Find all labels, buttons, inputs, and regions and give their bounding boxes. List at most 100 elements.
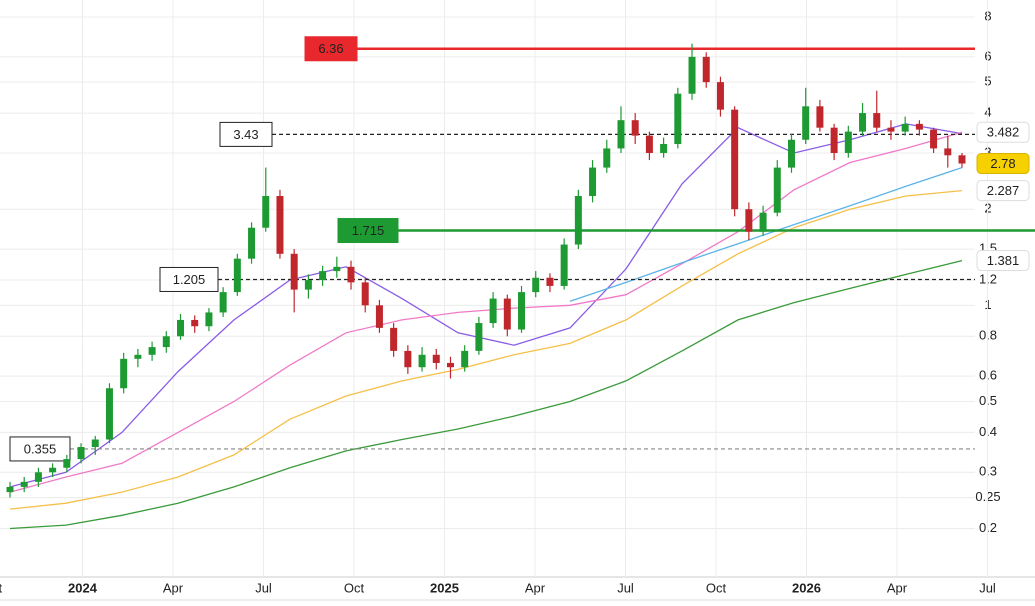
x-tick-label: 2024 [68, 580, 98, 595]
x-tick-label: Apr [887, 580, 908, 595]
candle-body [716, 82, 724, 110]
candle-body [390, 327, 398, 351]
candle-body [503, 298, 511, 330]
candle-body [475, 323, 483, 351]
candle-body [603, 148, 611, 168]
x-tick-label: Oct [0, 580, 2, 595]
level-label-box [159, 266, 219, 292]
price-badge-label: 2.78 [990, 156, 1015, 171]
x-tick-label: Oct [706, 580, 727, 595]
candle-body [91, 439, 99, 448]
candle-body [304, 280, 312, 290]
candle-body [177, 319, 185, 337]
candle-body [6, 486, 14, 493]
x-tick-label: Jul [979, 580, 996, 595]
candle-body [134, 354, 142, 359]
candle-body [915, 123, 923, 130]
candle-body [844, 131, 852, 153]
candle-body [830, 127, 838, 153]
level-label-box [9, 436, 71, 462]
candle-body [333, 266, 341, 272]
x-tick-label: Jul [617, 580, 634, 595]
candle-body [674, 93, 682, 145]
candle-body [532, 277, 540, 293]
candle-body [560, 244, 568, 286]
indicator-line [9, 259, 963, 530]
candle-body [375, 305, 383, 328]
candle-body [49, 467, 57, 473]
level-label: 3.43 [233, 127, 258, 142]
candle-body [418, 354, 426, 368]
candle-body [901, 123, 909, 132]
x-tick-label: Oct [344, 580, 365, 595]
candle-body [120, 358, 128, 389]
candle-body [105, 388, 113, 440]
price-badge-label: 2.287 [987, 183, 1020, 198]
candle-body [702, 56, 710, 83]
candle-body [944, 148, 952, 156]
candle-body [248, 227, 256, 259]
x-tick-label: 2026 [792, 580, 821, 595]
price-badge [976, 250, 1030, 272]
candle-body [347, 266, 355, 283]
candle-body [162, 336, 170, 348]
candle-body [574, 195, 582, 245]
price-badge [976, 153, 1030, 175]
candle-body [816, 106, 824, 128]
candle-body [773, 167, 781, 213]
candle-body [432, 354, 440, 363]
candle-body [205, 312, 213, 327]
candle-body [34, 472, 42, 482]
candle-body [787, 139, 795, 168]
candle-body [617, 120, 625, 149]
price-badge [976, 180, 1030, 202]
x-tick-label: Apr [163, 580, 184, 595]
candle-body [262, 195, 270, 228]
candle-body [63, 459, 71, 468]
candle-body [404, 350, 412, 368]
candle-body [461, 350, 469, 368]
level-label: 6.36 [318, 41, 343, 56]
level-label-box [219, 121, 273, 147]
candle-body [361, 282, 369, 306]
candle-body [745, 209, 753, 232]
candle-body [802, 106, 810, 140]
indicator-line [9, 123, 963, 488]
x-tick-label: Apr [525, 580, 546, 595]
candle-body [233, 258, 241, 293]
candle-body [518, 292, 526, 330]
candle-body [20, 481, 28, 487]
level-label-box [304, 36, 358, 62]
candle-body [589, 167, 597, 196]
candle-body [645, 135, 653, 153]
candle-body [148, 347, 156, 355]
candle-body [546, 277, 554, 286]
x-tick-label: 2025 [430, 580, 459, 595]
level-label: 0.355 [24, 441, 57, 456]
candle-body [930, 129, 938, 149]
indicator-line [569, 166, 963, 302]
indicator-line [9, 189, 963, 510]
candle-body [290, 253, 298, 290]
candle-body [688, 56, 696, 94]
candle-body [873, 113, 881, 128]
candle-body [859, 113, 867, 132]
price-badge [976, 121, 1030, 143]
candle-body [276, 195, 284, 254]
level-label: 1.205 [173, 272, 206, 287]
candle-body [887, 127, 895, 132]
candle-body [77, 447, 85, 460]
x-tick-label: Jul [255, 580, 272, 595]
price-badge-label: 1.381 [987, 253, 1020, 268]
candle-body [489, 298, 497, 324]
candle-body [631, 120, 639, 136]
candle-body [446, 362, 454, 368]
level-label: 1.715 [352, 223, 385, 238]
level-label-box [337, 218, 399, 244]
candle-body [759, 212, 767, 232]
candle-body [958, 155, 966, 164]
indicator-line [9, 131, 963, 493]
candle-body [319, 271, 327, 281]
